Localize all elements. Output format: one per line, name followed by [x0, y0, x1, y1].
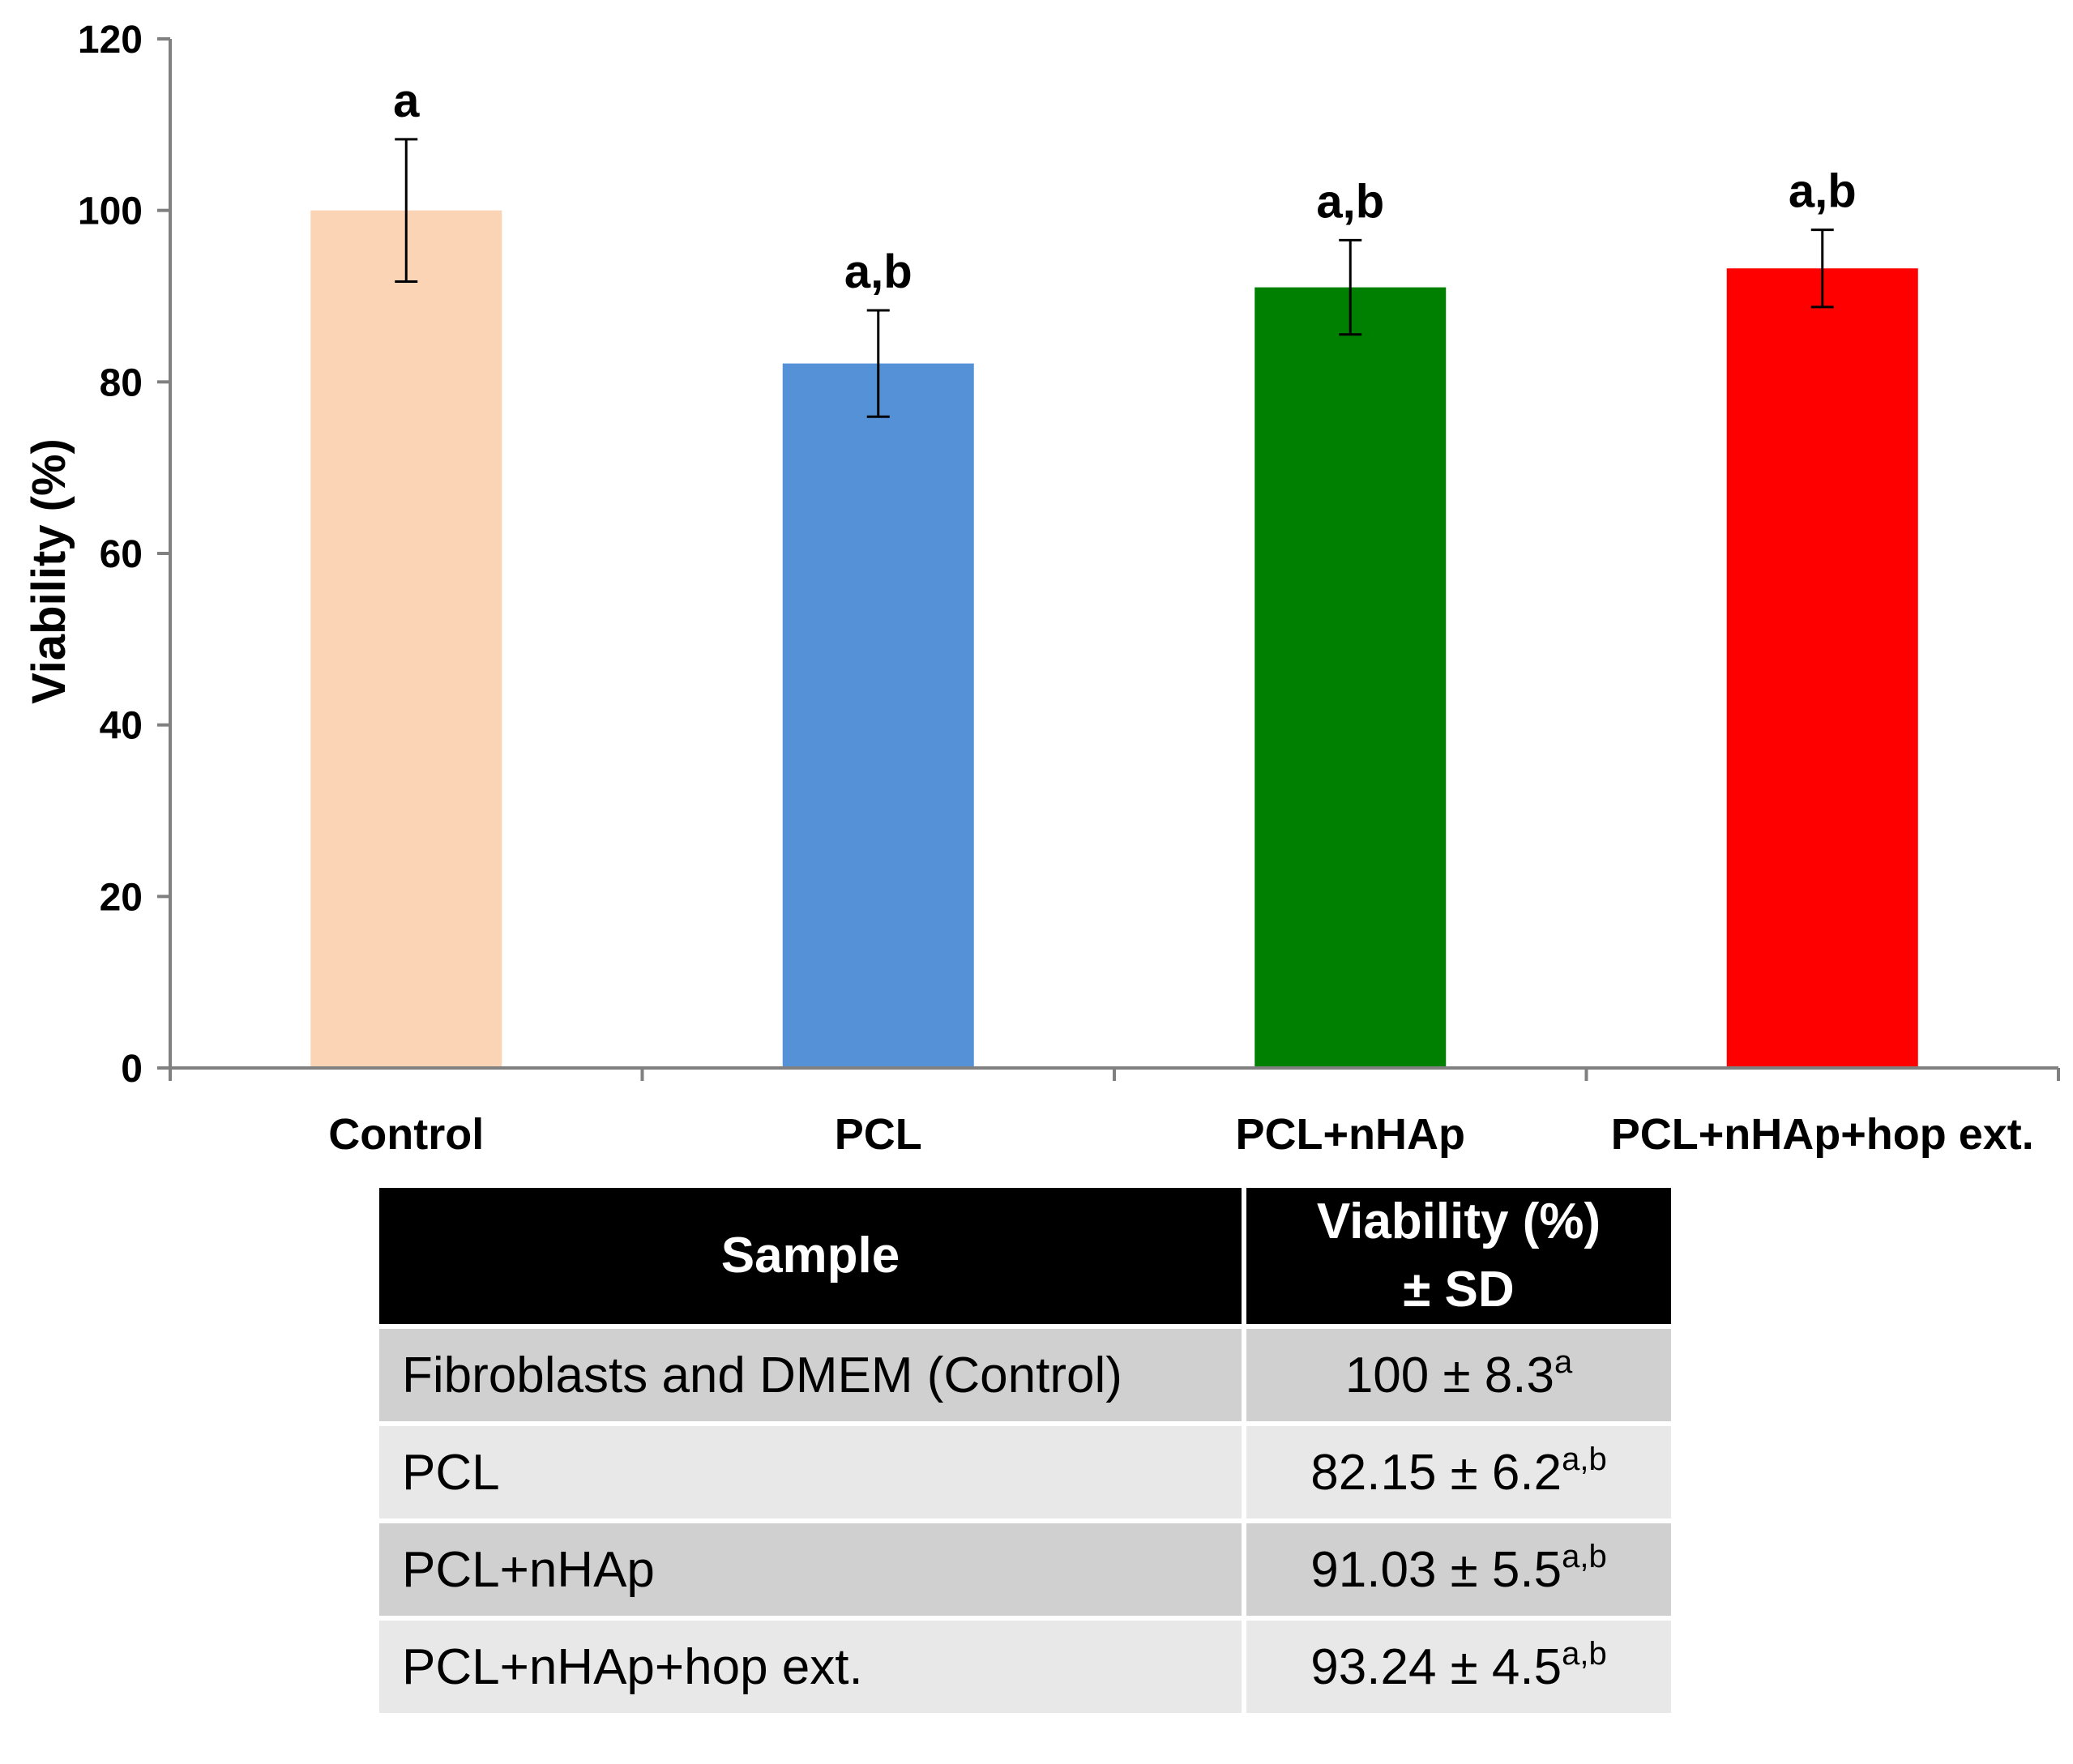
header-sample-label: Sample	[720, 1228, 900, 1283]
significance-label-2: a,b	[844, 246, 913, 298]
y-tick-label: 80	[100, 361, 143, 404]
y-tick-label: 20	[100, 876, 143, 919]
y-tick-label: 0	[121, 1048, 143, 1091]
row-value-superscript: a	[1554, 1343, 1573, 1380]
x-tick-label: PCL+nHAp+hop ext.	[1611, 1110, 2034, 1159]
row-sample: PCL+nHAp+hop ext.	[379, 1621, 1242, 1713]
table-row: PCL+nHAp 91.03 ± 5.5a,b	[379, 1523, 1671, 1616]
x-tick-label: PCL+nHAp	[1236, 1110, 1466, 1159]
y-tick-label: 120	[78, 19, 143, 62]
table-row: Fibroblasts and DMEM (Control) 100 ± 8.3…	[379, 1329, 1671, 1421]
header-viability: Viability (%) ± SD	[1246, 1188, 1671, 1324]
y-tick-label: 100	[78, 190, 143, 233]
viability-table: Sample Viability (%) ± SD Fibroblasts an…	[374, 1183, 1676, 1718]
bar-4	[1726, 268, 1918, 1069]
row-value-superscript: a,b	[1562, 1635, 1607, 1672]
row-value: 100 ± 8.3a	[1246, 1329, 1671, 1421]
row-value: 91.03 ± 5.5a,b	[1246, 1523, 1671, 1616]
y-tick-label: 60	[100, 533, 143, 576]
x-tick-label: PCL	[835, 1110, 922, 1159]
significance-label-1: a	[393, 75, 420, 127]
row-value: 93.24 ± 4.5a,b	[1246, 1621, 1671, 1713]
bar-3	[1254, 287, 1447, 1069]
y-axis-label: Viability (%)	[23, 438, 75, 704]
row-sample: PCL	[379, 1426, 1242, 1518]
bar-2	[782, 363, 974, 1068]
row-value-text: 91.03 ± 5.5	[1310, 1541, 1562, 1598]
viability-bar-chart: 0 20 40 60 80 100 120 Control PCL PCL+nHAp PCL+nHA…	[23, 19, 2060, 1159]
row-value-superscript: a,b	[1562, 1538, 1607, 1574]
table-header-row: Sample Viability (%) ± SD	[379, 1188, 1671, 1324]
row-value-text: 93.24 ± 4.5	[1310, 1638, 1562, 1695]
bar-1	[310, 210, 502, 1069]
y-tick-label: 40	[100, 705, 143, 748]
row-value-text: 100 ± 8.3	[1344, 1347, 1554, 1403]
table-row: PCL+nHAp+hop ext. 93.24 ± 4.5a,b	[379, 1621, 1671, 1713]
table-row: PCL 82.15 ± 6.2a,b	[379, 1426, 1671, 1518]
significance-label-4: a,b	[1789, 165, 1857, 218]
x-tick-label: Control	[328, 1110, 484, 1159]
row-value: 82.15 ± 6.2a,b	[1246, 1426, 1671, 1518]
significance-label-3: a,b	[1316, 175, 1384, 228]
header-sample: Sample	[379, 1188, 1242, 1324]
row-sample: Fibroblasts and DMEM (Control)	[379, 1329, 1242, 1421]
row-sample: PCL+nHAp	[379, 1523, 1242, 1616]
row-value-text: 82.15 ± 6.2	[1310, 1444, 1562, 1501]
header-viability-line1: Viability (%)	[1316, 1194, 1601, 1249]
row-value-superscript: a,b	[1562, 1441, 1607, 1477]
header-viability-line2: ± SD	[1403, 1262, 1515, 1318]
